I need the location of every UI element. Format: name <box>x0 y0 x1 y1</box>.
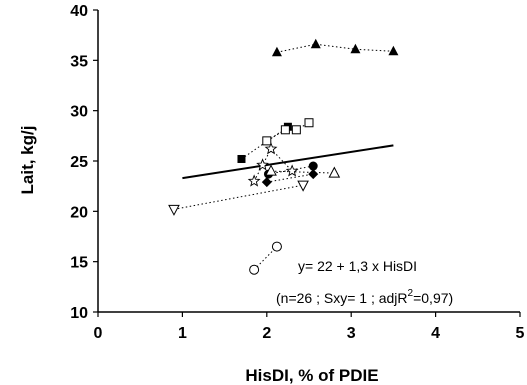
regression-stats: (n=26 ; Sxy= 1 ; adjR2=0,97) <box>276 288 453 306</box>
marker-square-open <box>262 136 272 146</box>
marker-star-open <box>247 174 261 187</box>
marker-star-open <box>285 164 299 177</box>
marker-triangle-filled <box>350 43 361 54</box>
marker-triangle-open <box>265 164 277 176</box>
series-connector <box>173 184 304 210</box>
y-tick-label: 35 <box>70 53 88 70</box>
marker-triangle-filled <box>271 46 282 57</box>
marker-circle-open <box>249 264 260 275</box>
marker-square-filled <box>237 154 246 163</box>
x-tick-label: 2 <box>262 325 271 342</box>
tick-labels: 10 15 20 25 30 35 40 0 1 2 3 4 5 <box>70 3 524 342</box>
stats-suffix: =0,97) <box>413 290 453 306</box>
marker-circle-filled <box>308 161 318 171</box>
x-tick-label: 5 <box>516 325 525 342</box>
series-connector <box>271 170 335 174</box>
y-tick-label: 15 <box>70 255 88 272</box>
regression-equation: y= 22 + 1,3 x HisDI <box>298 258 417 274</box>
marker-triangle-down-open <box>168 204 180 216</box>
marker-star-open <box>256 158 269 171</box>
marker-square-open <box>291 125 301 135</box>
y-tick-label: 25 <box>70 154 88 171</box>
y-tick-label: 40 <box>70 3 88 20</box>
x-tick-label: 1 <box>178 325 187 342</box>
marker-diamond-filled <box>308 169 319 180</box>
marker-triangle-open <box>328 166 341 178</box>
marker-triangle-filled <box>310 38 321 49</box>
x-axis-title: HisDI, % of PDIE <box>245 366 378 385</box>
y-tick-label: 30 <box>70 104 88 121</box>
regression-line <box>182 144 394 180</box>
series-connector <box>253 148 293 182</box>
marker-square-open <box>280 125 290 135</box>
y-tick-label: 10 <box>70 305 88 322</box>
marker-triangle-down-open <box>297 180 309 192</box>
series-connector <box>253 246 278 271</box>
x-tick-label: 3 <box>347 325 356 342</box>
marker-diamond-filled <box>261 177 272 188</box>
x-tick-label: 0 <box>94 325 103 342</box>
marker-triangle-filled <box>388 45 399 56</box>
series-connector <box>276 43 394 53</box>
marker-circle-open <box>271 241 282 252</box>
plot-area <box>93 9 521 317</box>
y-tick-label: 20 <box>70 204 88 221</box>
marker-square-open <box>304 118 314 128</box>
stats-prefix: (n=26 ; Sxy= 1 ; adjR <box>276 290 408 306</box>
stats-superscript: 2 <box>408 288 414 299</box>
x-tick-label: 4 <box>431 325 440 342</box>
marker-star-open <box>264 142 278 155</box>
y-axis-title: Lait, kg/j <box>18 126 37 195</box>
